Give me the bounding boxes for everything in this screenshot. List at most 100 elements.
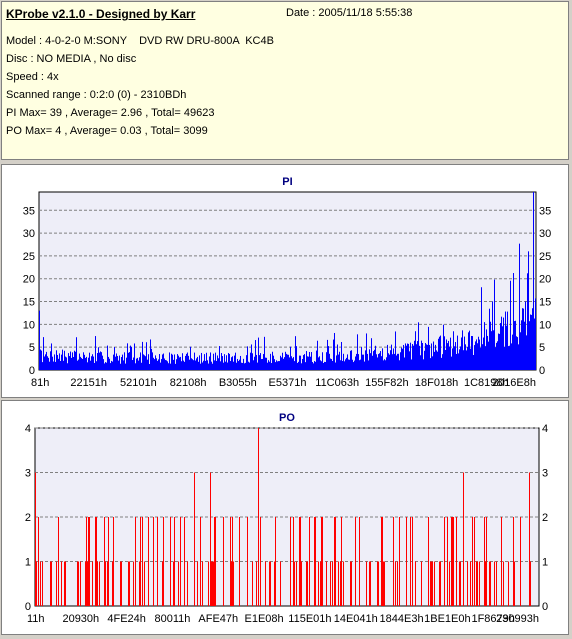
pi-bar [110, 363, 111, 370]
po-chart: PO 0 0 1 1 2 2 3 3 4 4 11h 20930h 4FE24h 80011h AFE47h E… [25, 412, 548, 625]
pi-bar [520, 332, 521, 370]
po-bar [148, 517, 149, 606]
po-xtick-label: 1F8679h [471, 613, 514, 625]
pi-bar [59, 353, 60, 370]
pi-ytick-left: 10 [23, 319, 35, 331]
model-line: Model : 4-0-2-0 M:SONY DVD RW DRU-800A K… [6, 35, 274, 47]
pi-xtick-label: 1C8198h [464, 377, 509, 389]
po-bar [202, 561, 203, 606]
pi-bar [162, 354, 163, 370]
pi-bar [186, 353, 187, 370]
pi-bar [131, 346, 132, 370]
pi-bar [170, 363, 171, 370]
pi-bar [478, 336, 479, 370]
pi-bar [378, 354, 379, 370]
pi-bar [452, 348, 453, 370]
pi-bar [397, 353, 398, 370]
po-bar [377, 561, 378, 606]
pi-bar [271, 363, 272, 370]
pi-bar [106, 362, 107, 370]
po-bar [334, 517, 335, 606]
pi-bar [86, 356, 87, 370]
po-bar [92, 561, 93, 606]
po-bar [383, 561, 384, 606]
pi-bar [213, 353, 214, 370]
pi-bar [151, 348, 152, 370]
pi-bar [129, 352, 130, 370]
po-bar [496, 561, 497, 606]
pi-bar [441, 357, 442, 370]
pi-bar [330, 358, 331, 370]
pi-bar [486, 329, 487, 370]
pi-bar [193, 360, 194, 370]
pi-bar [421, 340, 422, 370]
pi-ytick-right: 5 [539, 342, 545, 354]
pi-bar [99, 352, 100, 370]
pi-bar [58, 358, 59, 370]
pi-bar [492, 301, 493, 370]
pi-bar [75, 351, 76, 370]
pi-bar [431, 343, 432, 370]
pi-bar [308, 356, 309, 370]
pi-bar [356, 353, 357, 370]
pi-chart: PI 0 0 5 5 10 10 15 15 20 20 25 25 30 30 35 35 81h 22151h 5… [23, 176, 552, 389]
pi-bar [161, 359, 162, 370]
pi-bar [412, 344, 413, 370]
po-xtick-label: 20930h [62, 613, 99, 625]
pi-bar [282, 352, 283, 370]
pi-bar [253, 360, 254, 370]
pi-bar [245, 362, 246, 370]
pi-bar [458, 353, 459, 370]
pi-bar [469, 330, 470, 370]
po-bar [95, 517, 96, 606]
pi-bar [185, 355, 186, 370]
pi-bar [493, 330, 494, 370]
po-bar [366, 561, 367, 606]
pi-bar [143, 354, 144, 370]
po-bar [64, 561, 65, 606]
pi-bar [124, 352, 125, 370]
pi-bar [384, 359, 385, 370]
po-bar [529, 472, 530, 606]
pi-bar [313, 363, 314, 370]
pi-bar [44, 356, 45, 370]
po-bar [247, 517, 248, 606]
pi-bar [496, 342, 497, 370]
pi-bar [347, 354, 348, 370]
po-bar [36, 561, 37, 606]
pi-bar [212, 363, 213, 370]
pi-bar [77, 360, 78, 370]
pi-bar [118, 360, 119, 370]
po-bar [315, 517, 316, 606]
po-bar [210, 472, 211, 606]
pi-bar [41, 350, 42, 370]
po-bar [306, 561, 307, 606]
pi-bar [418, 322, 419, 370]
pi-bar [336, 355, 337, 370]
pi-bar [199, 355, 200, 370]
pi-bar [69, 356, 70, 370]
pi-bar [121, 357, 122, 370]
pi-bar [93, 356, 94, 370]
pi-bar [317, 340, 318, 370]
pi-bar [66, 357, 67, 370]
pi-bar [355, 356, 356, 370]
pi-bar [281, 357, 282, 370]
pi-bar [527, 273, 528, 370]
po-bar [397, 561, 398, 606]
po-bar [178, 561, 179, 606]
po-bar [265, 561, 266, 606]
pi-xtick-label: 82108h [170, 377, 207, 389]
po-bar [341, 517, 342, 606]
po-bar [269, 561, 270, 606]
pi-bar [273, 355, 274, 370]
pi-bar [532, 308, 533, 370]
pi-bar [304, 354, 305, 370]
po-bar [107, 561, 108, 606]
po-bar [430, 561, 431, 606]
pi-bar [275, 362, 276, 370]
pi-ytick-left: 5 [29, 342, 35, 354]
pi-bar [325, 362, 326, 370]
po-bar [300, 517, 301, 606]
pi-bar [165, 360, 166, 370]
